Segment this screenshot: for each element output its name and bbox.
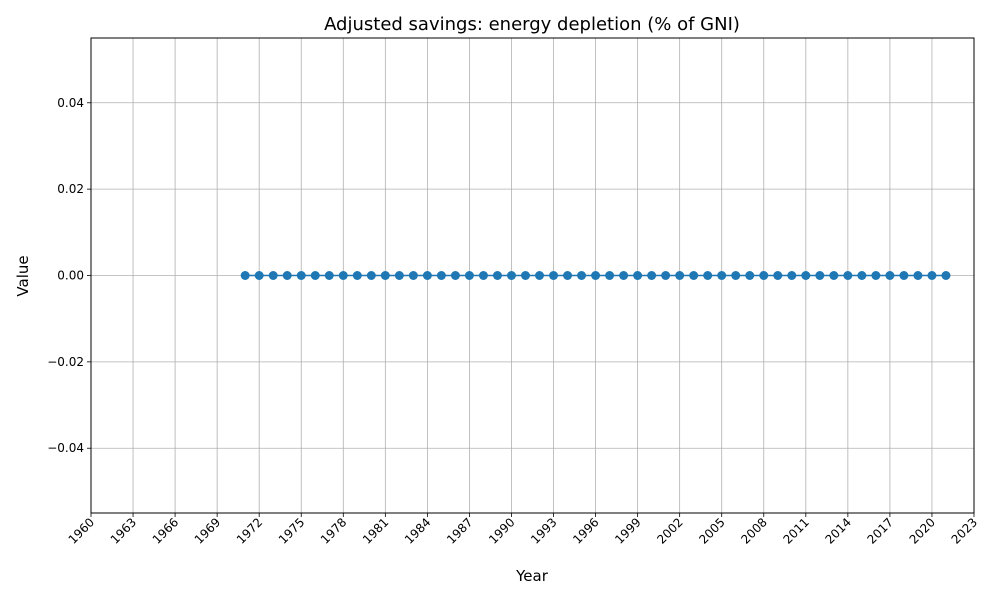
y-axis: −0.04 −0.02 0.00 0.02 0.04 bbox=[47, 96, 91, 455]
data-point bbox=[268, 271, 278, 280]
data-point bbox=[310, 271, 320, 280]
y-tick-label: 0.02 bbox=[57, 182, 84, 196]
y-tick-label: 0.00 bbox=[57, 269, 84, 283]
data-point bbox=[703, 271, 713, 280]
y-axis-title: Value bbox=[14, 255, 32, 296]
data-point bbox=[787, 271, 797, 280]
x-tick-label: 1963 bbox=[108, 515, 139, 546]
data-point bbox=[254, 271, 264, 280]
data-point bbox=[717, 271, 727, 280]
data-point bbox=[296, 271, 306, 280]
data-point bbox=[591, 271, 601, 280]
data-point bbox=[815, 271, 825, 280]
x-tick-label: 1993 bbox=[528, 515, 559, 546]
x-tick-label: 1981 bbox=[360, 515, 391, 546]
y-tick-label: −0.04 bbox=[47, 441, 84, 455]
x-tick-label: 2020 bbox=[907, 515, 938, 546]
data-point bbox=[759, 271, 769, 280]
y-tick-label: −0.02 bbox=[47, 355, 84, 369]
data-point bbox=[857, 271, 867, 280]
data-point bbox=[506, 271, 516, 280]
x-tick-label: 2005 bbox=[696, 515, 727, 546]
x-tick-label: 1969 bbox=[192, 515, 223, 546]
data-point bbox=[324, 271, 334, 280]
x-tick-label: 1990 bbox=[486, 515, 517, 546]
x-tick-label: 1966 bbox=[150, 515, 181, 546]
chart-title: Adjusted savings: energy depletion (% of… bbox=[324, 14, 740, 35]
x-tick-label: 1978 bbox=[318, 515, 349, 546]
data-point bbox=[380, 271, 390, 280]
data-point bbox=[282, 271, 292, 280]
data-point bbox=[899, 271, 909, 280]
data-point bbox=[689, 271, 699, 280]
x-tick-label: 2002 bbox=[654, 515, 685, 546]
series-line bbox=[240, 271, 951, 280]
data-point bbox=[829, 271, 839, 280]
data-point bbox=[563, 271, 573, 280]
data-point bbox=[633, 271, 643, 280]
data-point bbox=[520, 271, 530, 280]
x-tick-label: 2008 bbox=[738, 515, 769, 546]
data-point bbox=[773, 271, 783, 280]
x-tick-label: 2023 bbox=[949, 515, 980, 546]
x-axis-title: Year bbox=[515, 567, 549, 585]
x-tick-label: 1996 bbox=[570, 515, 601, 546]
data-point bbox=[941, 271, 951, 280]
data-point bbox=[352, 271, 362, 280]
data-point bbox=[801, 271, 811, 280]
data-point bbox=[478, 271, 488, 280]
data-point bbox=[605, 271, 615, 280]
data-point bbox=[464, 271, 474, 280]
x-tick-label: 2017 bbox=[865, 515, 896, 546]
data-point bbox=[436, 271, 446, 280]
x-tick-label: 1999 bbox=[612, 515, 643, 546]
data-point bbox=[422, 271, 432, 280]
data-point bbox=[450, 271, 460, 280]
data-point bbox=[927, 271, 937, 280]
x-tick-label: 1984 bbox=[402, 515, 433, 546]
x-tick-label: 1975 bbox=[276, 515, 307, 546]
data-point bbox=[647, 271, 657, 280]
data-point bbox=[675, 271, 685, 280]
data-point bbox=[843, 271, 853, 280]
data-point bbox=[535, 271, 545, 280]
data-point bbox=[577, 271, 587, 280]
data-point bbox=[745, 271, 755, 280]
x-tick-label: 1972 bbox=[234, 515, 265, 546]
x-tick-label: 1960 bbox=[66, 515, 97, 546]
data-point bbox=[408, 271, 418, 280]
data-point bbox=[871, 271, 881, 280]
x-tick-label: 2014 bbox=[822, 515, 853, 546]
data-point bbox=[731, 271, 741, 280]
data-point bbox=[619, 271, 629, 280]
data-point bbox=[394, 271, 404, 280]
data-point bbox=[913, 271, 923, 280]
data-point bbox=[661, 271, 671, 280]
data-point bbox=[492, 271, 502, 280]
x-tick-label: 2011 bbox=[780, 515, 811, 546]
x-axis: 1960 1963 1966 1969 1972 1975 1978 1981 1984 1987… bbox=[66, 513, 980, 547]
data-point bbox=[885, 271, 895, 280]
data-point bbox=[240, 271, 250, 280]
data-point bbox=[366, 271, 376, 280]
y-tick-label: 0.04 bbox=[57, 96, 84, 110]
data-point bbox=[338, 271, 348, 280]
data-point bbox=[549, 271, 559, 280]
x-tick-label: 1987 bbox=[444, 515, 475, 546]
